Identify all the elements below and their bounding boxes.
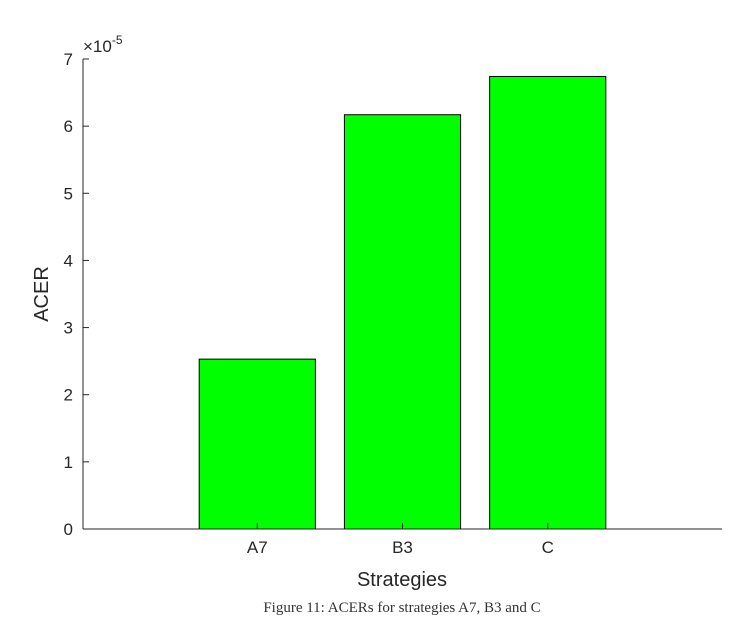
y-tick-label: 3 (64, 319, 73, 338)
bar (343, 114, 462, 530)
y-tick-label: 5 (64, 184, 73, 203)
y-axis-label: ACER (31, 266, 53, 322)
y-tick-label: 1 (64, 453, 73, 472)
y-tick-label: 0 (64, 520, 73, 539)
x-tick-label: A7 (247, 538, 268, 557)
x-tick-label: C (542, 538, 554, 557)
y-tick-label: 7 (64, 50, 73, 69)
y-tick-label: 4 (64, 251, 73, 270)
multiplier-base: ×10 (83, 37, 112, 56)
bar (198, 358, 316, 530)
y-tick-label: 2 (64, 386, 73, 405)
x-axis-label: Strategies (357, 569, 447, 591)
bar (489, 75, 607, 530)
y-multiplier: ×10-5 (83, 33, 123, 56)
y-tick-label: 6 (64, 117, 73, 136)
multiplier-exponent: -5 (112, 33, 123, 47)
x-tick-label: B3 (392, 538, 413, 557)
caption: Figure 11: ACERs for strategies A7, B3 a… (263, 600, 540, 616)
